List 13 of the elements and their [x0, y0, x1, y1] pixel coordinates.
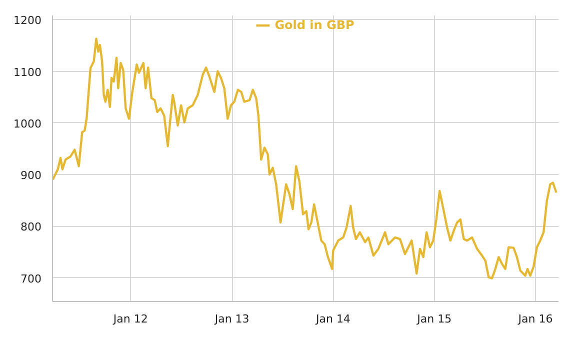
y-tick-label: 1100 — [14, 66, 42, 79]
y-tick-label: 1000 — [14, 117, 42, 130]
x-tick-label: Jan 12 — [112, 312, 148, 326]
legend-label: Gold in GBP — [274, 18, 354, 32]
x-tick-label: Jan 15 — [416, 312, 452, 326]
x-tick-label: Jan 13 — [214, 312, 250, 326]
y-tick-label: 700 — [20, 272, 42, 286]
y-tick-label: 800 — [20, 220, 42, 234]
x-tick-label: Jan 16 — [517, 312, 553, 326]
y-tick-label: 900 — [20, 169, 42, 182]
line-series — [52, 38, 558, 280]
x-tick-label: Jan 14 — [314, 312, 350, 326]
y-tick-label: 1200 — [14, 14, 42, 28]
